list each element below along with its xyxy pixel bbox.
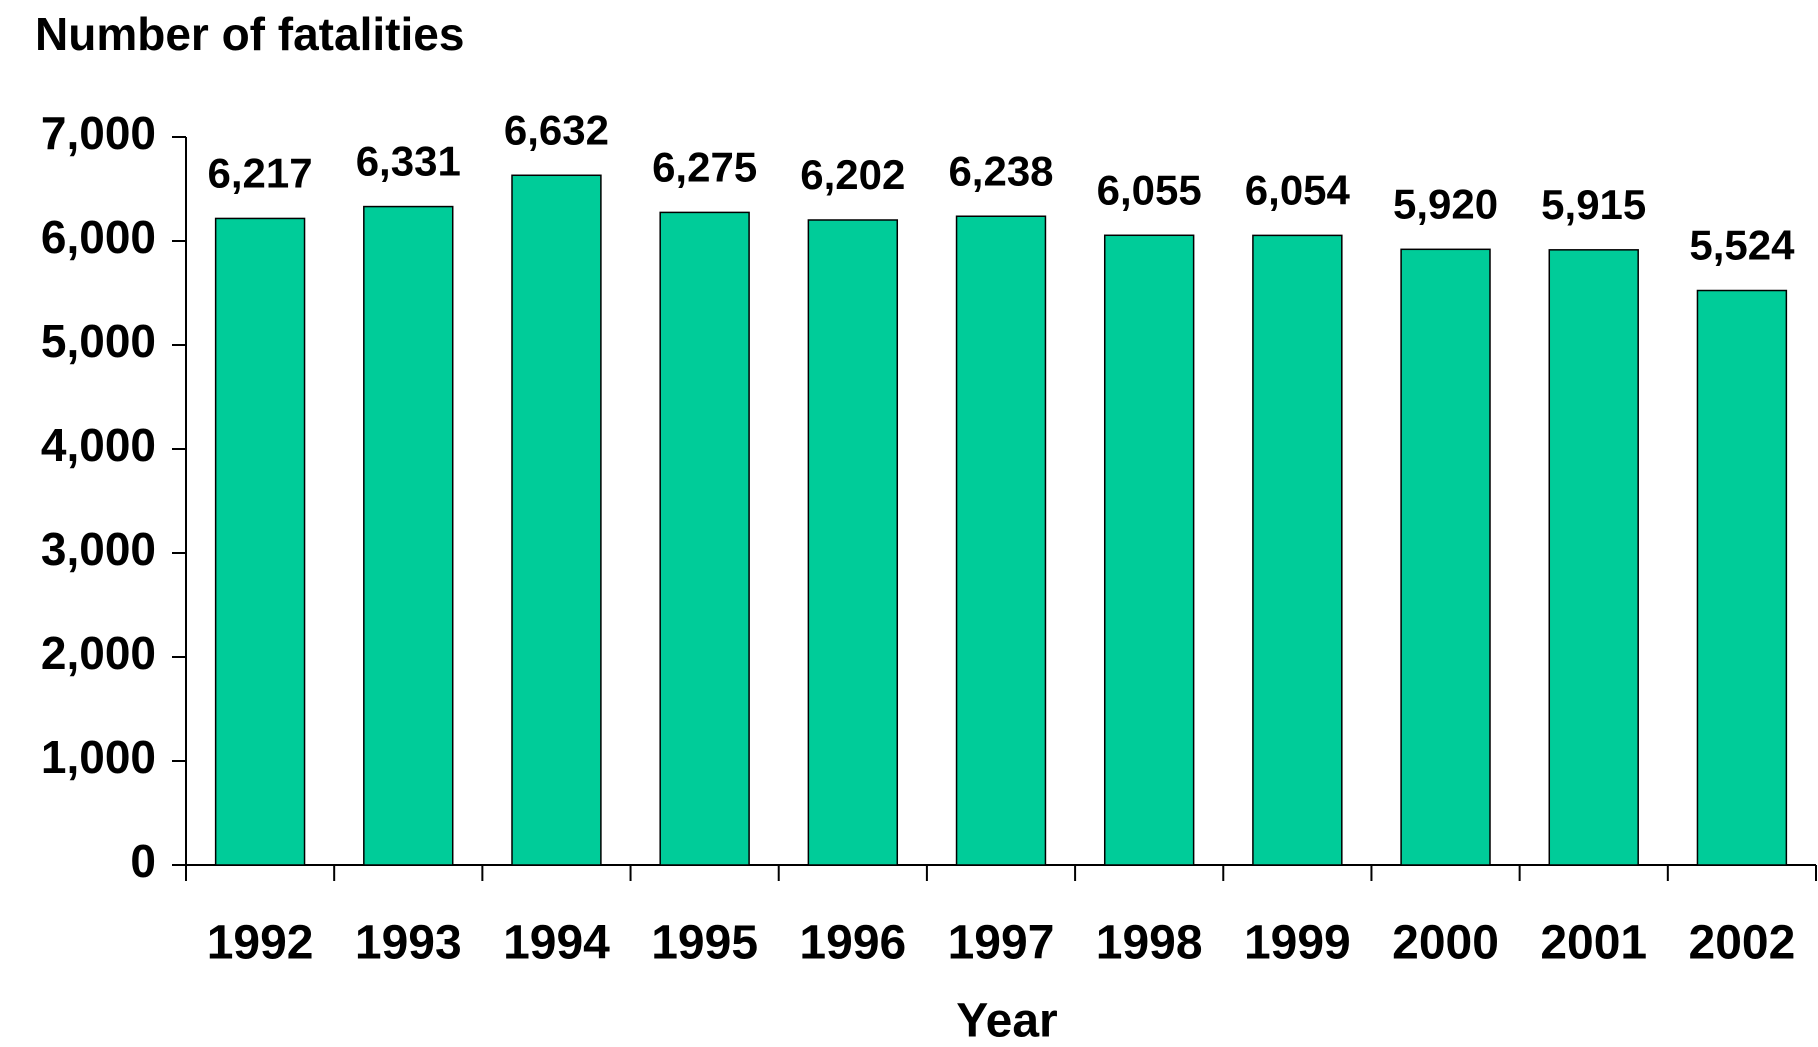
value-label: 5,524	[1689, 222, 1795, 269]
x-tick-label: 2002	[1689, 917, 1796, 970]
y-tick-label: 7,000	[41, 107, 156, 159]
y-tick-label: 5,000	[41, 315, 156, 367]
bar	[1103, 234, 1195, 866]
x-tick-label: 1995	[651, 917, 758, 970]
bar	[363, 205, 454, 866]
value-label: 6,331	[356, 138, 461, 185]
x-tick-label: 1999	[1244, 917, 1351, 970]
value-label: 6,238	[948, 147, 1053, 194]
value-label: 6,202	[800, 151, 905, 198]
x-tick-label: 1998	[1096, 917, 1203, 970]
y-axis-title: Number of fatalities	[35, 8, 464, 60]
bar	[659, 211, 750, 866]
x-tick-label: 1996	[799, 917, 906, 970]
y-tick-label: 3,000	[41, 523, 156, 575]
x-tick-label: 1997	[948, 917, 1055, 970]
bar	[511, 174, 602, 866]
x-tick-label: 2000	[1392, 917, 1499, 970]
value-label: 5,920	[1393, 180, 1498, 227]
y-tick-label: 1,000	[41, 731, 156, 783]
bar	[807, 219, 899, 866]
value-label: 5,915	[1541, 181, 1646, 228]
bar	[1400, 248, 1491, 866]
value-label: 6,217	[208, 150, 313, 197]
value-label: 6,275	[652, 143, 757, 190]
value-label: 6,054	[1245, 166, 1351, 213]
y-tick-label: 4,000	[41, 419, 156, 471]
x-tick-label: 2001	[1540, 917, 1647, 970]
value-label: 6,632	[504, 106, 609, 153]
x-tick-label: 1993	[355, 917, 462, 970]
bar	[214, 217, 306, 866]
y-tick-label: 2,000	[41, 627, 156, 679]
value-label: 6,055	[1097, 166, 1202, 213]
bar	[955, 215, 1047, 866]
bar	[1696, 289, 1788, 866]
y-tick-label: 6,000	[41, 211, 156, 263]
x-tick-label: 1992	[207, 917, 314, 970]
bar	[1252, 234, 1343, 866]
x-axis-title: Year	[956, 995, 1057, 1047]
y-tick-label: 0	[130, 835, 156, 887]
x-tick-label: 1994	[503, 917, 610, 970]
bar	[1548, 249, 1639, 866]
